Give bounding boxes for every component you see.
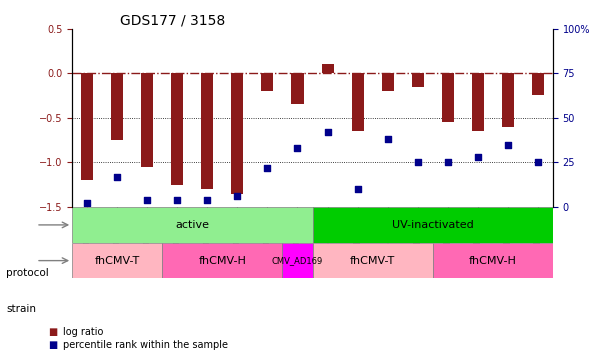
Point: [172, 197, 182, 203]
Point: [233, 193, 242, 199]
Bar: [352, 73, 364, 131]
Bar: [261, 73, 273, 91]
FancyBboxPatch shape: [313, 243, 433, 278]
Text: percentile rank within the sample: percentile rank within the sample: [63, 340, 228, 350]
Text: GDS177 / 3158: GDS177 / 3158: [120, 14, 225, 27]
Bar: [201, 73, 213, 189]
Bar: [231, 73, 243, 193]
Bar: [322, 64, 334, 73]
Text: ■: ■: [48, 340, 57, 350]
Point: [353, 186, 362, 192]
Bar: [502, 73, 514, 127]
Bar: [472, 73, 484, 131]
Point: [443, 160, 453, 165]
FancyBboxPatch shape: [72, 243, 162, 278]
Text: protocol: protocol: [6, 268, 49, 278]
Text: fhCMV-T: fhCMV-T: [350, 256, 395, 266]
Point: [503, 142, 513, 147]
Text: fhCMV-H: fhCMV-H: [469, 256, 517, 266]
Point: [533, 160, 543, 165]
Bar: [532, 73, 544, 95]
Bar: [111, 73, 123, 140]
Bar: [412, 73, 424, 86]
Point: [82, 201, 92, 206]
Bar: [81, 73, 93, 180]
Text: fhCMV-T: fhCMV-T: [94, 256, 140, 266]
Point: [293, 145, 302, 151]
Text: fhCMV-H: fhCMV-H: [198, 256, 246, 266]
Text: UV-inactivated: UV-inactivated: [392, 220, 474, 230]
Point: [203, 197, 212, 203]
Text: ■: ■: [48, 327, 57, 337]
Text: active: active: [175, 220, 209, 230]
FancyBboxPatch shape: [282, 243, 313, 278]
Point: [142, 197, 152, 203]
FancyBboxPatch shape: [433, 243, 553, 278]
Bar: [291, 73, 304, 104]
Point: [323, 129, 332, 135]
Point: [413, 160, 423, 165]
Bar: [171, 73, 183, 185]
FancyBboxPatch shape: [162, 243, 282, 278]
Point: [112, 174, 122, 180]
FancyBboxPatch shape: [313, 207, 553, 243]
Text: CMV_AD169: CMV_AD169: [272, 256, 323, 265]
Bar: [382, 73, 394, 91]
Bar: [141, 73, 153, 167]
Point: [263, 165, 272, 171]
Text: strain: strain: [6, 304, 36, 314]
Point: [383, 136, 392, 142]
Bar: [442, 73, 454, 122]
Text: log ratio: log ratio: [63, 327, 103, 337]
Point: [473, 154, 483, 160]
FancyBboxPatch shape: [72, 207, 313, 243]
